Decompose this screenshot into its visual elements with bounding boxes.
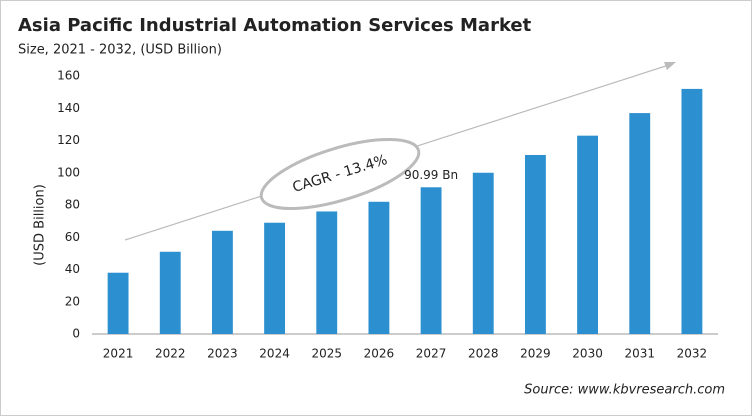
x-tick-label: 2031 (624, 347, 655, 361)
y-tick-label: 140 (57, 101, 80, 115)
y-tick-label: 160 (57, 69, 80, 83)
bar (472, 172, 494, 334)
x-tick-label: 2027 (416, 347, 447, 361)
x-tick-label: 2022 (155, 347, 186, 361)
source: Source: www.kbvresearch.com (524, 383, 725, 398)
x-tick-label: 2032 (677, 347, 708, 361)
x-tick-label: 2026 (364, 347, 395, 361)
y-tick-label: 0 (72, 327, 80, 341)
x-tick-label: 2029 (520, 347, 551, 361)
x-tick-label: 2028 (468, 347, 499, 361)
x-tick-label: 2021 (103, 347, 134, 361)
bar (577, 135, 599, 334)
y-tick-label: 100 (57, 165, 80, 179)
x-tick-label: 2025 (311, 347, 342, 361)
bar (681, 88, 703, 335)
x-tick-label: 2024 (259, 347, 290, 361)
x-tick-label: 2030 (572, 347, 603, 361)
bar (420, 187, 442, 334)
bar (629, 113, 651, 335)
y-tick-label: 60 (65, 230, 80, 244)
bar (211, 230, 233, 334)
x-tick-label: 2023 (207, 347, 238, 361)
bar (316, 211, 338, 334)
bar (159, 251, 181, 334)
bar (264, 222, 286, 334)
value-label: 90.99 Bn (404, 168, 458, 182)
bar (368, 201, 390, 334)
y-tick-label: 80 (65, 198, 80, 212)
y-tick-label: 20 (65, 294, 80, 308)
arrow-head (664, 62, 676, 70)
y-axis-label: (USD Billion) (33, 184, 48, 266)
chart-title: Asia Pacific Industrial Automation Servi… (18, 15, 532, 36)
y-tick-label: 120 (57, 133, 80, 147)
chart-subtitle: Size, 2021 - 2032, (USD Billion) (18, 43, 222, 58)
bar (107, 272, 129, 334)
y-tick-label: 40 (65, 262, 80, 276)
bar (524, 155, 546, 334)
cagr-ellipse (259, 137, 421, 211)
